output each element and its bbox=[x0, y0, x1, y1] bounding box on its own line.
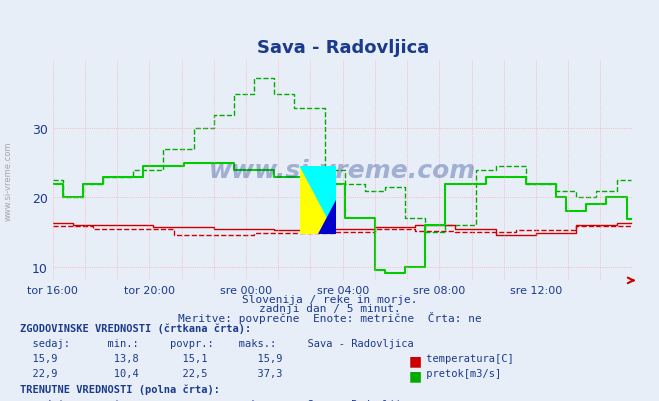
Text: www.si-vreme.com: www.si-vreme.com bbox=[209, 158, 476, 182]
Text: pretok[m3/s]: pretok[m3/s] bbox=[420, 369, 501, 379]
Text: www.si-vreme.com: www.si-vreme.com bbox=[3, 141, 13, 220]
Polygon shape bbox=[300, 166, 336, 235]
Text: ■: ■ bbox=[409, 353, 422, 367]
Text: sedaj:      min.:     povpr.:    maks.:     Sava - Radovljica: sedaj: min.: povpr.: maks.: Sava - Radov… bbox=[20, 338, 413, 348]
Text: 22,9         10,4       22,5        37,3: 22,9 10,4 22,5 37,3 bbox=[20, 369, 282, 379]
Text: zadnji dan / 5 minut.: zadnji dan / 5 minut. bbox=[258, 303, 401, 313]
Text: TRENUTNE VREDNOSTI (polna črta):: TRENUTNE VREDNOSTI (polna črta): bbox=[20, 384, 219, 394]
Text: ZGODOVINSKE VREDNOSTI (črtkana črta):: ZGODOVINSKE VREDNOSTI (črtkana črta): bbox=[20, 323, 251, 333]
Text: temperatura[C]: temperatura[C] bbox=[420, 353, 514, 363]
Text: 15,9         13,8       15,1        15,9: 15,9 13,8 15,1 15,9 bbox=[20, 353, 282, 363]
Polygon shape bbox=[318, 200, 336, 235]
Text: ■: ■ bbox=[409, 369, 422, 383]
Text: sedaj:      min.:     povpr.:    maks.:     Sava - Radovljica: sedaj: min.: povpr.: maks.: Sava - Radov… bbox=[20, 399, 413, 401]
Polygon shape bbox=[300, 166, 336, 235]
Text: Meritve: povprečne  Enote: metrične  Črta: ne: Meritve: povprečne Enote: metrične Črta:… bbox=[178, 311, 481, 323]
Title: Sava - Radovljica: Sava - Radovljica bbox=[256, 39, 429, 57]
Text: Slovenija / reke in morje.: Slovenija / reke in morje. bbox=[242, 295, 417, 305]
